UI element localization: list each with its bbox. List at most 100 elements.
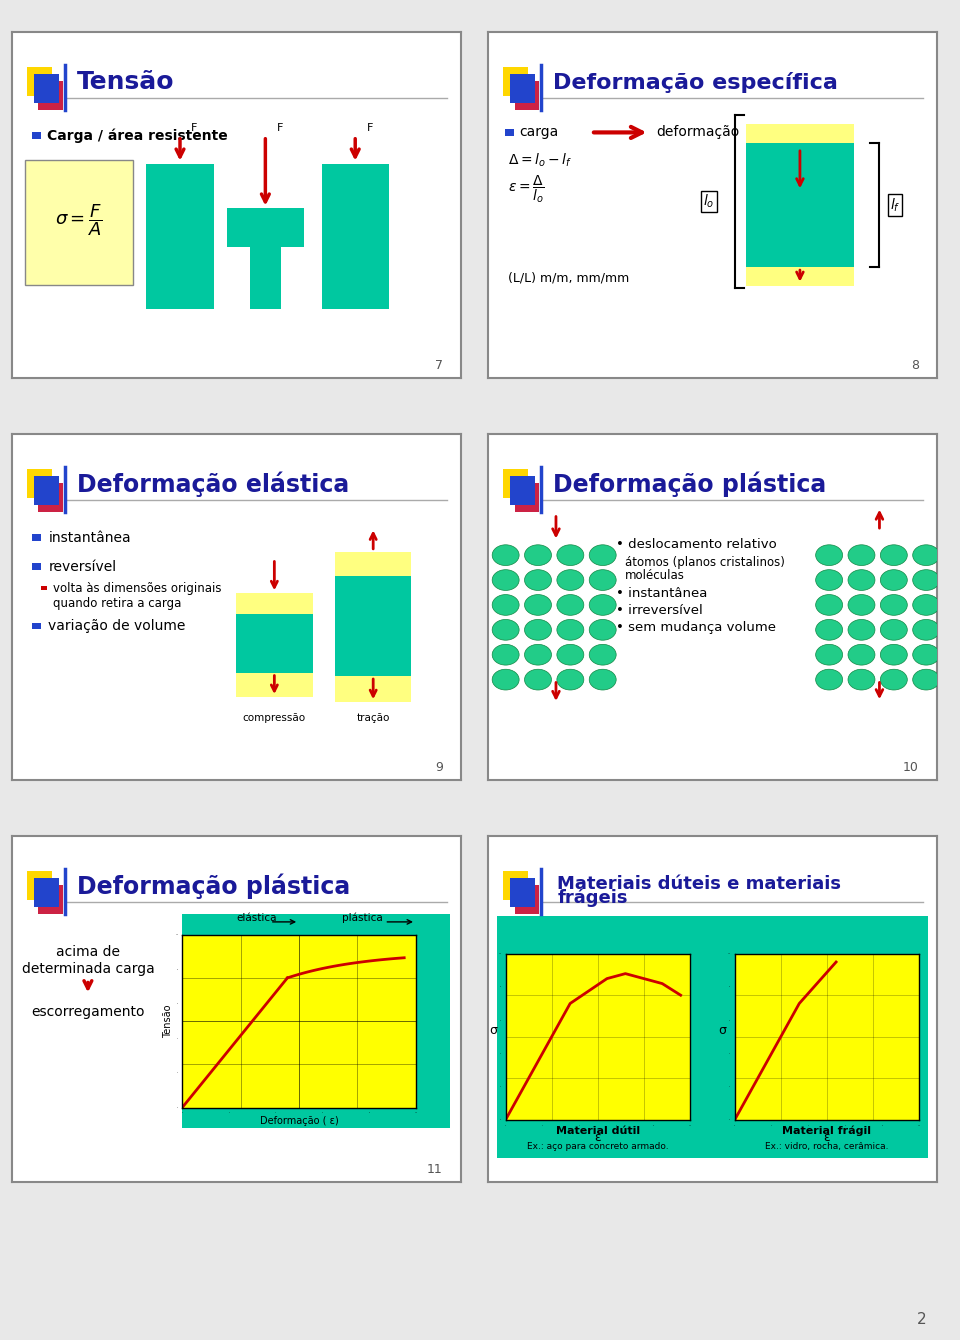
Text: • instantânea: • instantânea	[615, 587, 708, 600]
Circle shape	[589, 545, 616, 565]
Text: carga: carga	[519, 126, 559, 139]
Circle shape	[816, 595, 843, 615]
Circle shape	[524, 545, 551, 565]
Bar	[32, 563, 40, 570]
Text: Ex.: aço para concreto armado.: Ex.: aço para concreto armado.	[527, 1142, 668, 1151]
Circle shape	[557, 669, 584, 690]
Text: acima de: acima de	[56, 945, 120, 959]
Bar	[496, 915, 928, 1158]
Bar	[335, 552, 412, 576]
Circle shape	[557, 545, 584, 565]
Text: Material dútil: Material dútil	[556, 1126, 639, 1136]
Bar	[250, 247, 281, 308]
Text: moléculas: moléculas	[625, 570, 684, 583]
Bar	[182, 914, 449, 1128]
X-axis label: ε: ε	[594, 1131, 601, 1144]
Circle shape	[589, 595, 616, 615]
Bar	[27, 871, 52, 900]
Text: Ex.: vidro, rocha, cerâmica.: Ex.: vidro, rocha, cerâmica.	[765, 1142, 889, 1151]
Text: Material frágil: Material frágil	[782, 1126, 872, 1136]
Bar	[228, 209, 303, 247]
Text: escorregamento: escorregamento	[31, 1005, 145, 1020]
Text: • irreversível: • irreversível	[615, 604, 703, 616]
Bar	[34, 878, 59, 907]
Circle shape	[848, 595, 875, 615]
Text: 7: 7	[435, 359, 443, 373]
Circle shape	[492, 595, 519, 615]
Circle shape	[848, 570, 875, 591]
Bar	[146, 163, 214, 308]
Text: (L/L) m/m, mm/mm: (L/L) m/m, mm/mm	[508, 271, 629, 284]
Circle shape	[524, 595, 551, 615]
Text: 10: 10	[903, 761, 919, 775]
Circle shape	[848, 669, 875, 690]
Text: $\varepsilon = \dfrac{\Delta}{l_o}$: $\varepsilon = \dfrac{\Delta}{l_o}$	[508, 174, 544, 205]
Text: quando retira a carga: quando retira a carga	[53, 598, 181, 610]
Bar	[515, 884, 540, 914]
Circle shape	[816, 619, 843, 641]
Bar	[503, 469, 528, 498]
Circle shape	[557, 619, 584, 641]
Circle shape	[557, 595, 584, 615]
Circle shape	[848, 645, 875, 665]
Circle shape	[880, 619, 907, 641]
Bar	[510, 878, 535, 907]
Circle shape	[589, 669, 616, 690]
Circle shape	[524, 619, 551, 641]
Bar	[236, 594, 313, 614]
Text: Tensão: Tensão	[77, 70, 174, 94]
Text: instantânea: instantânea	[48, 531, 131, 545]
Circle shape	[492, 645, 519, 665]
Text: Materiais dúteis e materiais: Materiais dúteis e materiais	[558, 875, 841, 892]
Circle shape	[589, 570, 616, 591]
Circle shape	[848, 545, 875, 565]
Bar	[322, 163, 389, 308]
Circle shape	[848, 619, 875, 641]
Circle shape	[880, 545, 907, 565]
Circle shape	[492, 669, 519, 690]
Circle shape	[880, 669, 907, 690]
Text: $\sigma = \dfrac{F}{A}$: $\sigma = \dfrac{F}{A}$	[55, 202, 103, 239]
Bar	[503, 67, 528, 96]
Text: $l_f$: $l_f$	[890, 197, 900, 213]
Circle shape	[913, 669, 940, 690]
Bar	[510, 476, 535, 505]
Circle shape	[589, 645, 616, 665]
Text: deformação: deformação	[657, 126, 739, 139]
Bar	[503, 871, 528, 900]
Text: átomos (planos cristalinos): átomos (planos cristalinos)	[625, 556, 784, 568]
Text: Deformação plástica: Deformação plástica	[553, 472, 826, 497]
Bar	[515, 80, 540, 110]
X-axis label: ε: ε	[824, 1131, 830, 1144]
Circle shape	[524, 570, 551, 591]
Y-axis label: σ: σ	[719, 1024, 727, 1037]
Bar	[40, 586, 47, 591]
Y-axis label: Tensão: Tensão	[163, 1005, 173, 1038]
Text: $l_o$: $l_o$	[704, 193, 714, 210]
Circle shape	[913, 570, 940, 591]
Text: • deslocamento relativo: • deslocamento relativo	[615, 539, 777, 551]
Y-axis label: σ: σ	[490, 1024, 497, 1037]
Circle shape	[880, 595, 907, 615]
Circle shape	[816, 545, 843, 565]
Circle shape	[492, 619, 519, 641]
Bar	[32, 623, 40, 630]
Circle shape	[913, 545, 940, 565]
Text: variação de volume: variação de volume	[48, 619, 185, 632]
Bar	[505, 129, 514, 135]
Bar	[746, 267, 853, 287]
Text: F: F	[276, 123, 283, 133]
Text: 2: 2	[917, 1312, 926, 1327]
Bar	[32, 133, 40, 139]
Text: determinada carga: determinada carga	[21, 962, 155, 977]
Text: elástica: elástica	[236, 913, 276, 923]
Bar	[746, 143, 853, 267]
Text: Deformação elástica: Deformação elástica	[77, 472, 348, 497]
Text: reversível: reversível	[48, 560, 116, 574]
Bar	[746, 123, 853, 143]
Text: 9: 9	[435, 761, 443, 775]
Bar	[38, 80, 63, 110]
Text: tração: tração	[356, 713, 390, 722]
Circle shape	[492, 570, 519, 591]
Text: F: F	[367, 123, 372, 133]
